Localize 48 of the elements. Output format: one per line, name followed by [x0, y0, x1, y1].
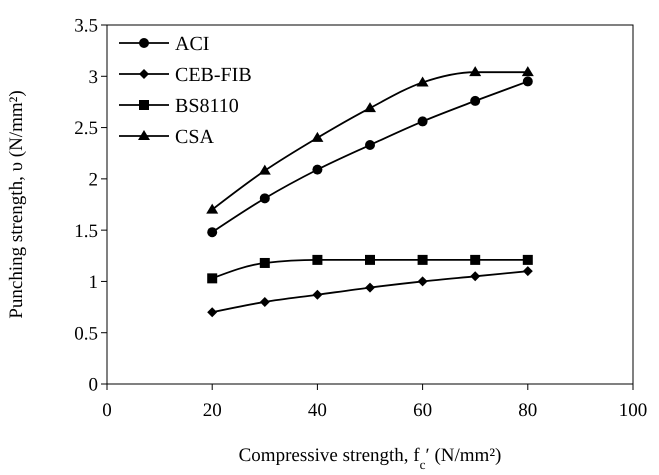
point [207, 227, 218, 238]
y-tick-label: 1 [88, 272, 98, 294]
y-tick-label: 0 [88, 374, 98, 396]
legend-label: CSA [175, 126, 214, 148]
y-axis-title: Punching strength, υ (N/mm²) [6, 90, 27, 319]
point [364, 102, 376, 112]
point [207, 273, 218, 284]
point [522, 76, 533, 86]
point [260, 193, 270, 204]
point [470, 271, 480, 282]
point [365, 140, 375, 150]
point [469, 66, 482, 76]
point [418, 276, 428, 286]
point [522, 266, 533, 276]
legend-label: CEB-FIB [175, 64, 252, 86]
point [312, 290, 322, 300]
point [312, 254, 322, 265]
point [206, 204, 218, 214]
x-tick-label: 60 [413, 400, 432, 421]
y-tick-label: 0.5 [74, 323, 98, 344]
y-tick-label: 3.5 [74, 16, 98, 37]
point [470, 96, 480, 106]
point [470, 254, 480, 265]
x-tick-label: 80 [518, 400, 538, 421]
point [260, 258, 270, 268]
point [312, 164, 322, 175]
point [416, 76, 429, 86]
point [522, 254, 533, 265]
y-tick-label: 1.5 [74, 220, 98, 242]
x-tick-label: 40 [308, 400, 327, 421]
point [365, 254, 375, 265]
x-tick-label: 100 [618, 400, 648, 421]
x-axis-title: Compressive strength, f$_{c}$′ (N/mm²) [238, 445, 502, 472]
point [258, 164, 271, 175]
point [260, 296, 270, 307]
y-tick-label: 2 [88, 170, 98, 191]
point [522, 66, 534, 76]
point [207, 307, 218, 318]
point [365, 282, 375, 293]
y-tick-label: 3 [88, 66, 98, 88]
x-tick-label: 20 [202, 400, 222, 421]
point [311, 132, 324, 142]
point [418, 116, 428, 126]
legend-label: BS8110 [175, 95, 239, 117]
y-tick-label: 2.5 [74, 118, 98, 140]
legend-label: ACI [175, 33, 210, 55]
point [418, 254, 428, 265]
x-tick-label: 0 [102, 400, 112, 421]
